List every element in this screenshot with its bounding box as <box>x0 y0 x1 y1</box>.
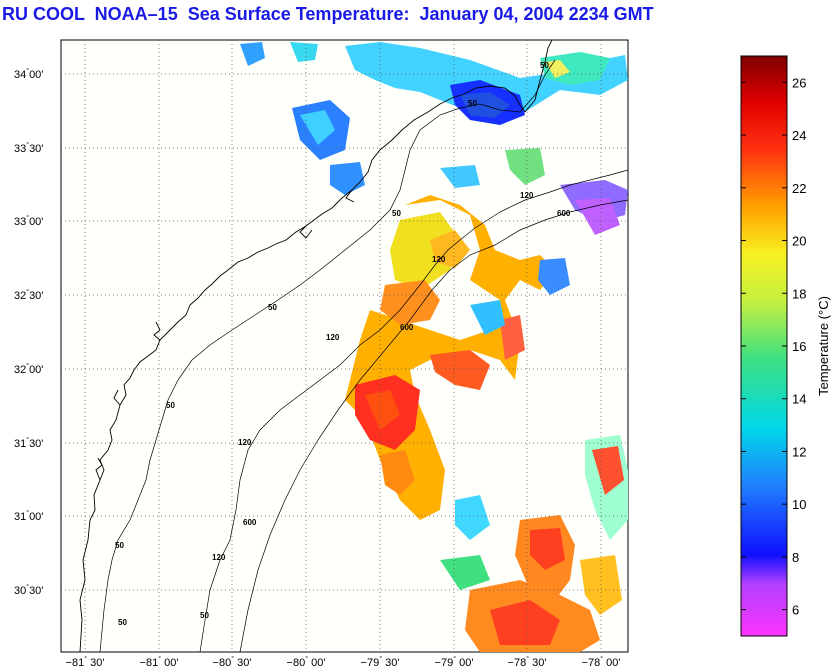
colorbar-gradient <box>740 55 788 637</box>
colorbar-tick-label: 22 <box>792 181 806 196</box>
isobath-label: 120 <box>212 553 226 562</box>
colorbar-tick-label: 14 <box>792 392 806 407</box>
colorbar-tick-label: 10 <box>792 497 806 512</box>
lon-tick-label: −81° 30' <box>66 655 105 669</box>
colorbar-tick-label: 18 <box>792 286 806 301</box>
lon-tick-label: −81° 00' <box>140 655 179 669</box>
isobath-label: 600 <box>400 323 414 332</box>
lat-tick-label: 33°00' <box>14 214 43 228</box>
isobath-label: 50 <box>118 618 127 627</box>
lon-tick-label: −79° 00' <box>435 655 474 669</box>
coastline <box>79 40 553 652</box>
lat-tick-label: 32°00' <box>14 362 43 376</box>
latitude-axis: 34°00' 33°30' 33°00' 32°30' 32°00' 31°30… <box>14 67 43 597</box>
isobath-label: 50 <box>200 611 209 620</box>
lon-tick-label: −79° 30' <box>361 655 400 669</box>
isobath-label: 600 <box>243 518 257 527</box>
isobath-label: 50 <box>115 541 124 550</box>
isobaths <box>99 59 628 652</box>
isobath-label: 50 <box>166 401 175 410</box>
lon-tick-label: −80° 00' <box>287 655 326 669</box>
isobath-label: 600 <box>557 209 571 218</box>
lat-tick-label: 32°30' <box>14 288 43 302</box>
colorbar-tick-label: 6 <box>792 603 799 618</box>
isobath-label: 50 <box>392 209 401 218</box>
lat-tick-label: 30°30' <box>14 583 43 597</box>
map-grid <box>61 40 628 652</box>
lon-tick-label: −80° 30' <box>213 655 252 669</box>
sst-data-layer <box>240 42 628 652</box>
lon-tick-label: −78° 30' <box>508 655 547 669</box>
colorbar-tick-label: 16 <box>792 339 806 354</box>
lon-tick-label: −78° 00' <box>582 655 621 669</box>
isobath-label: 50 <box>268 303 277 312</box>
isobath-label: 120 <box>520 191 534 200</box>
isobath-label: 50 <box>540 61 549 70</box>
colorbar-tick-label: 20 <box>792 234 806 249</box>
colorbar-tick-label: 26 <box>792 75 806 90</box>
colorbar-label: Temperature (°C) <box>816 296 831 396</box>
isobath-label: 120 <box>432 255 446 264</box>
lat-tick-label: 34°00' <box>14 67 43 81</box>
isobath-label: 120 <box>238 438 252 447</box>
isobath-label: 50 <box>468 99 477 108</box>
colorbar-tick-label: 24 <box>792 128 806 143</box>
isobath-label: 120 <box>326 333 340 342</box>
colorbar-tick-label: 8 <box>792 550 799 565</box>
map-title: RU COOL NOAA–15 Sea Surface Temperature:… <box>2 4 654 24</box>
lat-tick-label: 33°30' <box>14 141 43 155</box>
lat-tick-label: 31°00' <box>14 509 43 523</box>
longitude-axis: −81° 30' −81° 00' −80° 30' −80° 00' −79°… <box>66 655 621 669</box>
lat-tick-label: 31°30' <box>14 436 43 450</box>
colorbar: 26 24 22 20 18 16 14 12 10 8 6 Temperature (°C) <box>740 55 831 637</box>
colorbar-tick-label: 12 <box>792 444 806 459</box>
isobath-labels: 50 50 50 120 600 50 120 600 50 120 50 12… <box>115 61 571 627</box>
